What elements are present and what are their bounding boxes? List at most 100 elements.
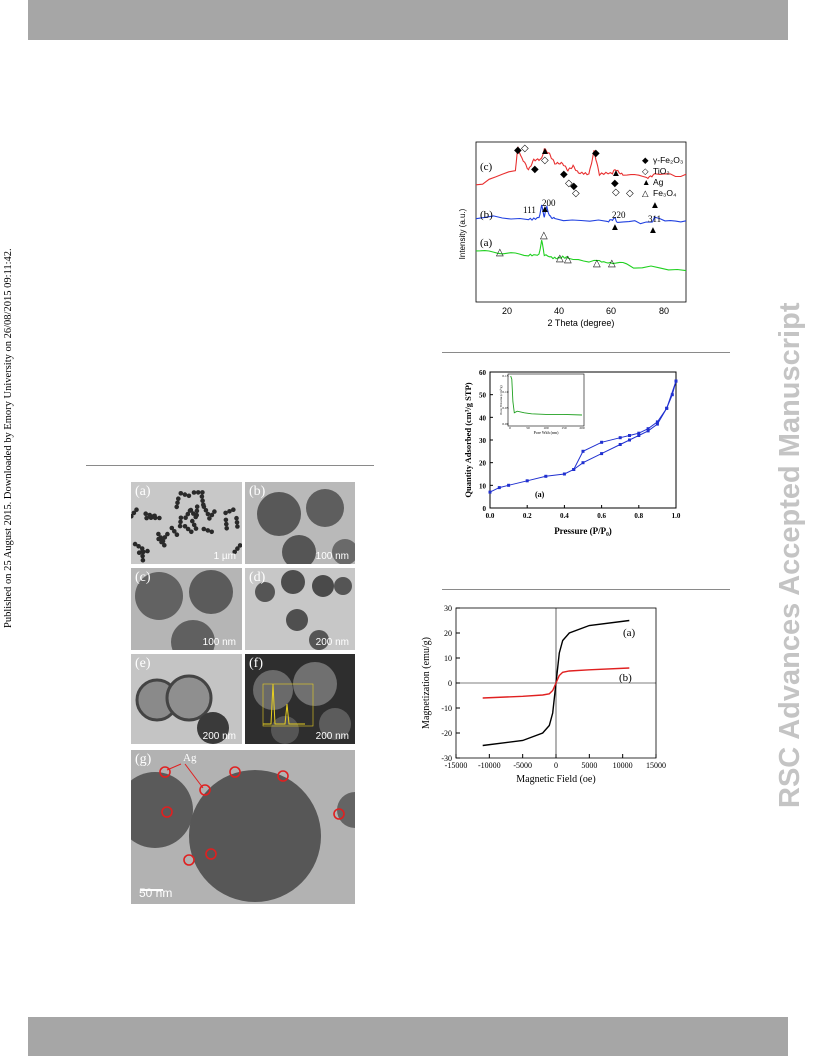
nanoparticle: [224, 526, 229, 531]
isotherm-point: [507, 483, 511, 487]
isotherm-point: [497, 486, 501, 490]
magnetization-chart: -15000 -10000 -5000 0 5000 10000 15000 30 20 10 0 -…: [421, 604, 666, 785]
nanoparticle: [235, 546, 240, 551]
nanoparticle: [145, 548, 150, 554]
y-ticks: 0 10 20 30 40 50 60: [479, 369, 493, 513]
tio2-marker: ◇: [612, 187, 620, 198]
isotherm-point: [637, 434, 641, 437]
plot-frame: [475, 141, 687, 303]
fe3o4-marker: △: [564, 254, 572, 265]
nanoparticle: [185, 526, 191, 532]
legend-marker: ▲: [642, 177, 650, 187]
isotherm-point: [646, 427, 650, 431]
x-tick-label: -15000: [445, 761, 468, 770]
nanoparticle: [232, 549, 237, 555]
isotherm-point: [581, 449, 585, 453]
ag-marker: ▲: [540, 204, 550, 215]
hollow-sphere-image: [135, 674, 229, 744]
x-tick-label: 0.4: [560, 512, 569, 520]
ag-marker: ▲: [648, 225, 658, 236]
isotherm-point: [655, 420, 659, 424]
nanoparticle: [231, 507, 236, 512]
nanoparticle: [186, 493, 192, 499]
nanoparticle: [187, 508, 193, 513]
fe3o4-marker: △: [496, 247, 504, 258]
nanoparticle: [207, 516, 212, 521]
nanoparticle: [169, 525, 175, 531]
panel-label: (f): [249, 656, 263, 671]
nanoparticle: [235, 524, 240, 529]
nanoparticle: [234, 520, 240, 525]
xrd-curve-label: (c): [480, 161, 493, 173]
nanoparticle: [209, 529, 214, 535]
y-tick-label: 0: [448, 679, 452, 688]
inset-x-tick-label: 50: [526, 426, 530, 430]
nanoparticle: [157, 515, 162, 521]
isotherm-point: [618, 436, 622, 440]
inset-y-tick-label: 0.00: [502, 422, 508, 426]
nanosphere-image: [135, 570, 233, 650]
nanoparticle: [176, 496, 181, 501]
peak-label: 111: [523, 205, 536, 215]
tio2-marker: ◇: [572, 188, 580, 199]
x-tick-label: 1.0: [672, 512, 681, 520]
x-tick-label: 40: [554, 306, 564, 316]
y-tick-label: 60: [479, 369, 487, 377]
isotherm-points: [488, 379, 678, 494]
xrd-x-axis-label: 2 Theta (degree): [548, 318, 615, 328]
ag-marker: ▲: [540, 146, 550, 157]
gamma-fe2o3-marker: ◆: [514, 145, 522, 156]
x-tick-label: 15000: [646, 761, 666, 770]
panel-label: (g): [135, 752, 152, 767]
legend-marker: ◇: [642, 166, 649, 176]
isotherm-point: [600, 440, 604, 444]
y-tick-label: 30: [479, 437, 487, 445]
nanoparticle: [178, 491, 184, 496]
legend-marker: ◆: [642, 155, 649, 165]
x-tick-label: -5000: [513, 761, 532, 770]
nanoparticle: [189, 529, 194, 535]
xrd-peak-markers: ◆ ◇ ◆ ▲ ◇ ◆ ◇ ◆ ◇ ◆ ▲ ◆ ◇ ◇ ▲ ▲ ▲ ▲ △ △ …: [496, 143, 660, 269]
nanoparticle: [200, 490, 205, 495]
isotherm-point: [572, 468, 576, 471]
legend-label: Fe₃O₄: [653, 188, 677, 198]
isotherm-point: [525, 479, 529, 483]
y-tick-label: 50: [479, 392, 487, 400]
tio2-marker: ◇: [541, 155, 549, 166]
panel-label: (b): [249, 484, 266, 499]
nanoparticle: [178, 519, 183, 525]
nanoparticle: [177, 523, 183, 529]
y-tick-label: 20: [444, 629, 452, 638]
nanoparticle: [147, 512, 152, 518]
isotherm-point: [628, 434, 631, 437]
bet-x-axis-label: Pressure (P/P₀): [554, 526, 612, 536]
nanoparticle: [151, 514, 156, 519]
nanoparticle: [223, 517, 229, 523]
nanoparticle: [182, 524, 188, 529]
ag-marker: ▲: [610, 222, 620, 233]
tem-panel-e: (e) 200 nm: [131, 654, 242, 744]
nanoparticle: [237, 543, 242, 548]
nanoparticle: [162, 542, 167, 548]
figure-divider: [442, 589, 730, 590]
nanoparticle: [223, 510, 228, 516]
magnetization-curve-b: [482, 667, 630, 699]
gamma-fe2o3-marker: ◆: [592, 148, 600, 159]
x-tick-label: 5000: [581, 761, 597, 770]
nanosphere-image: [257, 489, 355, 564]
x-tick-label: 20: [502, 306, 512, 316]
gamma-fe2o3-marker: ◆: [531, 164, 539, 175]
gamma-fe2o3-marker: ◆: [560, 169, 568, 180]
nanoparticle: [174, 504, 179, 510]
nanoparticle: [194, 512, 199, 518]
fe3o4-marker: △: [540, 230, 548, 241]
gamma-fe2o3-marker: ◆: [611, 178, 619, 189]
x-tick-label: 0.2: [523, 512, 532, 520]
inset-y-tick-label: 0.15: [502, 374, 508, 378]
nanoparticle: [182, 492, 188, 497]
nanoparticle: [200, 498, 205, 503]
isotherm-point: [488, 490, 492, 494]
pore-inset-frame: [507, 373, 585, 427]
mag-curve-label: (a): [623, 627, 636, 639]
bet-isotherm-chart: 0 10 20 30 40 50 60 0.0 0.2 0.4 0.6 0.8 1.0 (a) Qua…: [463, 369, 681, 536]
